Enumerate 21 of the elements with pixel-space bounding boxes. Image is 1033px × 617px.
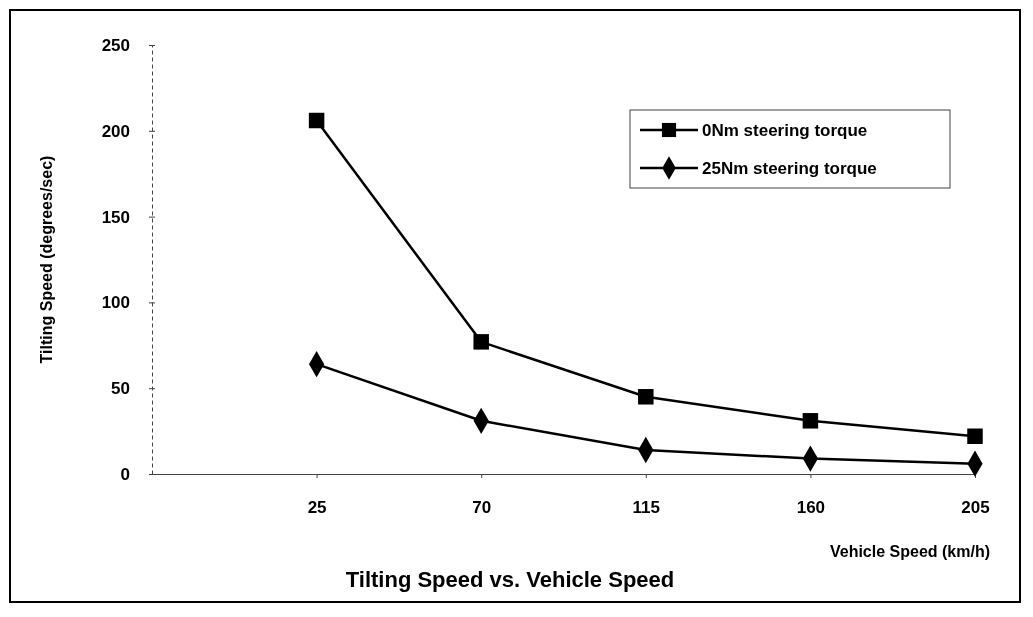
text: Tilting Speed vs. Vehicle Speed [345,567,675,592]
point [967,428,983,444]
y-tick-label: 0 [120,464,130,484]
x-tick-label: 70 [472,498,492,518]
y-tick-label: 200 [101,121,130,141]
x-tick-label: 160 [796,498,826,518]
point [802,413,819,429]
y-tick-label: 50 [111,379,130,399]
point [638,389,654,405]
x-tick-label: 205 [961,498,990,518]
y-tick-label: 100 [101,293,130,313]
point [308,112,325,129]
y-tick-label: 150 [101,207,130,227]
legend-label: 0Nm steering torque [702,121,868,140]
point [473,334,489,350]
x-tick-label: 115 [632,498,661,518]
x-axis-title: Vehicle Speed (km/h) [829,543,990,560]
y-axis-title: Tilting Speed (degrees/sec) [38,155,55,364]
x-tick-label: 25 [307,498,327,518]
y-tick-label: 250 [101,35,130,55]
legend-label: 25Nm steering torque [702,159,877,178]
